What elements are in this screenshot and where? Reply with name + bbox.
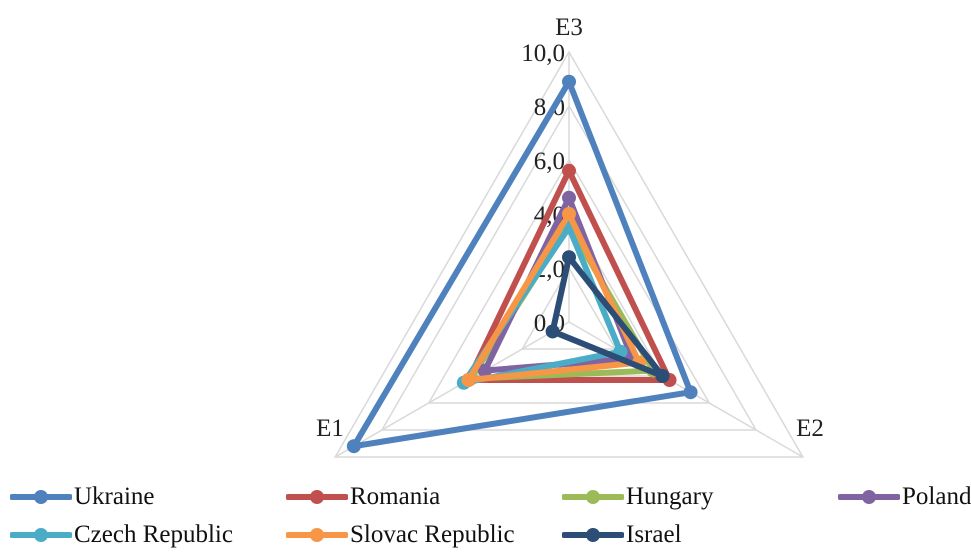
legend-item-poland: Poland xyxy=(838,483,971,511)
axis-label-e2: E2 xyxy=(796,415,824,442)
legend-label: Poland xyxy=(902,483,971,510)
series-line xyxy=(350,78,694,450)
legend-item-hungary: Hungary xyxy=(562,483,838,511)
legend-label: Slovac Republic xyxy=(350,521,515,548)
series-israel xyxy=(545,250,670,383)
series-line xyxy=(465,167,673,384)
legend-label: Israel xyxy=(626,521,682,548)
data-point xyxy=(683,385,698,400)
grid-spoke xyxy=(334,321,570,458)
axis-label-e1: E1 xyxy=(316,415,344,442)
data-point xyxy=(562,74,576,89)
legend-item-romania: Romania xyxy=(286,483,562,511)
legend-swatch xyxy=(10,528,72,542)
radar-grid xyxy=(333,50,805,458)
data-point xyxy=(477,363,492,378)
series-line xyxy=(465,211,643,384)
data-point xyxy=(562,250,576,265)
legend-swatch xyxy=(562,490,624,504)
axis-label-e3: E3 xyxy=(555,14,583,41)
data-point xyxy=(562,207,576,221)
legend-item-israel: Israel xyxy=(562,521,838,549)
series-ukraine xyxy=(346,74,698,454)
grid-ring xyxy=(333,50,805,458)
grid-ring xyxy=(520,266,618,350)
legend-swatch xyxy=(286,528,348,542)
data-point xyxy=(562,163,576,178)
legend-swatch xyxy=(286,490,348,504)
data-point xyxy=(655,369,670,383)
legend-label: Hungary xyxy=(626,483,714,510)
data-point xyxy=(346,439,361,454)
legend-label: Czech Republic xyxy=(74,521,233,548)
legend-label: Romania xyxy=(350,483,441,510)
legend-row: Czech Republic Slovac Republic Israel xyxy=(10,516,970,554)
legend-swatch xyxy=(562,528,624,542)
tick-label: 6,0 xyxy=(534,148,565,175)
grid-ring xyxy=(427,158,711,404)
tick-label: 10,0 xyxy=(521,40,565,67)
axis-labels: E3 E2 E1 xyxy=(316,14,824,442)
legend-row: Ukraine Romania Hungary Poland xyxy=(10,478,971,516)
legend: Ukraine Romania Hungary Poland Czech Republ… xyxy=(10,478,971,554)
series-layer xyxy=(346,74,698,454)
data-point xyxy=(545,324,560,339)
legend-swatch xyxy=(838,490,900,504)
grid-ring xyxy=(380,104,758,431)
legend-item-slovac-republic: Slovac Republic xyxy=(286,521,562,549)
series-line xyxy=(549,254,666,379)
legend-item-ukraine: Ukraine xyxy=(10,483,286,511)
data-point xyxy=(461,373,476,388)
legend-swatch xyxy=(10,490,72,504)
legend-item-czech-republic: Czech Republic xyxy=(10,521,286,549)
legend-label: Ukraine xyxy=(74,483,155,510)
data-point xyxy=(562,190,576,205)
